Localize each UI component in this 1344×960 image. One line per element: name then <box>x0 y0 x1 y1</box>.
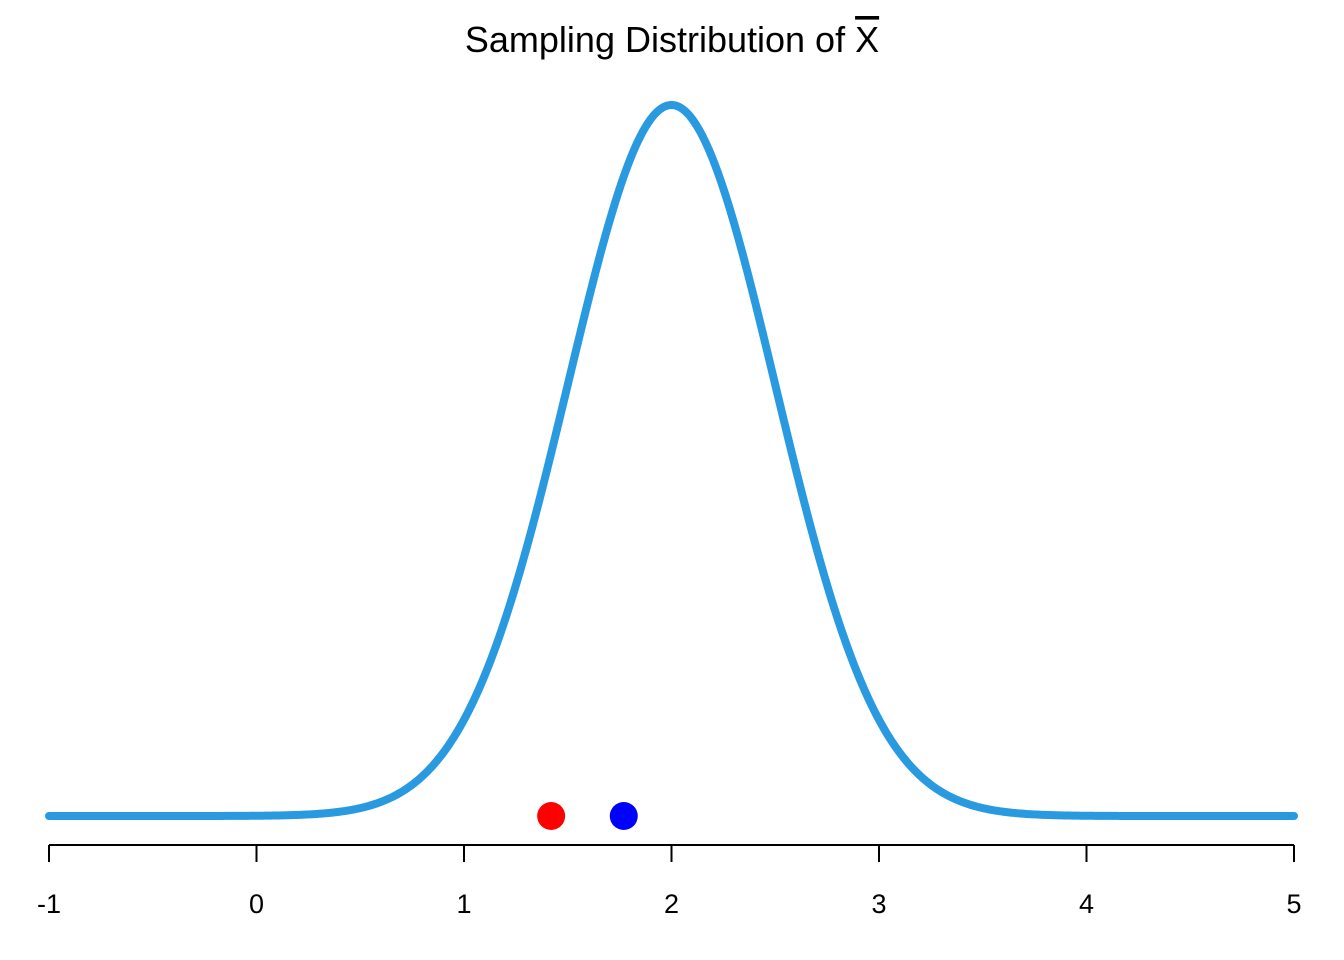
sample-mean-point-2 <box>609 802 638 830</box>
sample-mean-point-1 <box>537 802 566 830</box>
x-axis: -1 0 1 2 3 4 5 <box>37 844 1302 919</box>
x-tick-label: 5 <box>1286 889 1301 919</box>
x-tick-label: -1 <box>37 889 61 919</box>
x-tick-label: 2 <box>664 889 679 919</box>
x-tick-label: 1 <box>456 889 471 919</box>
chart-title-text: Sampling Distribution of <box>465 19 855 60</box>
plot-area <box>45 101 1298 830</box>
x-tick-label: 0 <box>249 889 264 919</box>
chart-title-symbol: X <box>855 19 879 60</box>
chart-title: Sampling Distribution of X <box>465 19 879 60</box>
density-curve <box>45 101 1298 820</box>
x-tick-label: 3 <box>871 889 886 919</box>
x-tick-label: 4 <box>1079 889 1094 919</box>
